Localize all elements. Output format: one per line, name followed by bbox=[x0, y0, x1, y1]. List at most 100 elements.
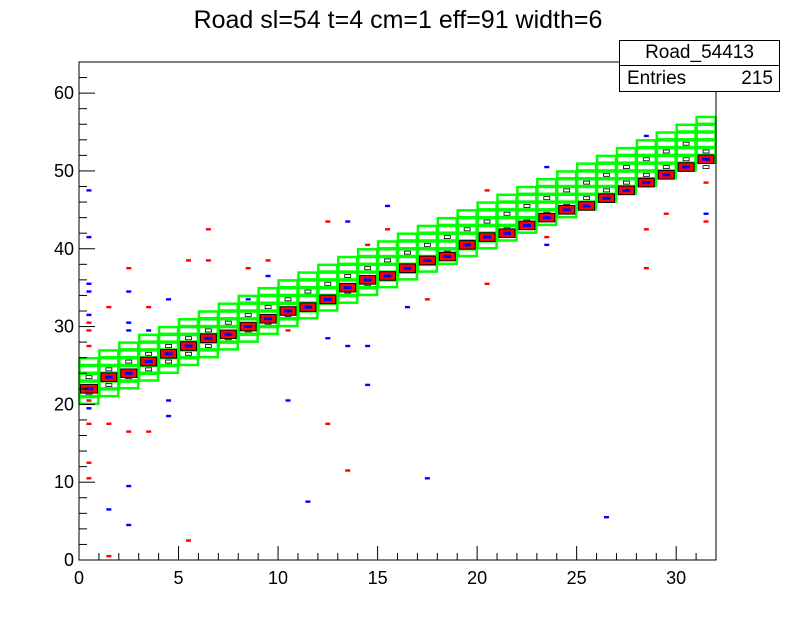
small-marker bbox=[204, 344, 212, 348]
red-point bbox=[205, 259, 211, 262]
small-marker bbox=[364, 266, 372, 271]
small-marker bbox=[224, 320, 232, 325]
road-box bbox=[575, 170, 598, 180]
road-box bbox=[496, 193, 518, 203]
small-marker bbox=[583, 180, 591, 185]
road-box bbox=[376, 248, 399, 258]
road-box bbox=[416, 248, 439, 258]
road-box bbox=[257, 294, 279, 304]
road-box bbox=[277, 279, 299, 289]
red-point bbox=[345, 469, 351, 472]
road-box bbox=[695, 139, 717, 149]
y-tick-label: 20 bbox=[54, 394, 74, 414]
road-box bbox=[675, 131, 697, 141]
road-box bbox=[177, 356, 200, 367]
small-marker bbox=[603, 172, 610, 177]
road-box bbox=[237, 302, 259, 312]
red-point bbox=[544, 235, 550, 239]
core-inner bbox=[622, 188, 631, 192]
small-marker bbox=[523, 204, 531, 208]
road-box bbox=[78, 364, 100, 374]
road-box bbox=[297, 279, 319, 289]
blue-point bbox=[544, 165, 550, 169]
small-marker bbox=[125, 359, 133, 364]
small-marker bbox=[682, 157, 690, 162]
core-inner bbox=[104, 375, 113, 379]
road-box bbox=[635, 146, 658, 157]
road-box bbox=[396, 232, 419, 242]
core-inner bbox=[403, 266, 412, 270]
red-point bbox=[365, 243, 371, 247]
blue-point bbox=[86, 313, 92, 317]
small-marker bbox=[503, 211, 511, 216]
blue-point bbox=[245, 298, 251, 301]
road-box bbox=[217, 341, 239, 351]
small-marker bbox=[165, 344, 172, 348]
small-marker bbox=[682, 141, 690, 146]
road-box bbox=[556, 170, 578, 180]
x-tick-label: 15 bbox=[368, 568, 388, 588]
red-point bbox=[146, 305, 152, 309]
core-inner bbox=[483, 235, 492, 239]
blue-point bbox=[325, 337, 331, 340]
red-point bbox=[86, 321, 92, 324]
core-inner bbox=[463, 243, 472, 247]
blue-point bbox=[86, 407, 92, 410]
stats-box: Road_54413 Entries 215 bbox=[619, 40, 780, 92]
small-marker bbox=[642, 157, 650, 162]
x-tick-label: 20 bbox=[467, 568, 487, 588]
y-tick-label: 40 bbox=[54, 239, 74, 259]
road-box bbox=[98, 349, 120, 359]
core-inner bbox=[244, 325, 253, 329]
road-box bbox=[496, 216, 518, 227]
road-box bbox=[297, 271, 319, 281]
road-box bbox=[595, 162, 618, 172]
road-box bbox=[237, 333, 259, 343]
road-box bbox=[595, 154, 618, 164]
small-marker bbox=[165, 359, 172, 364]
road-box bbox=[137, 341, 160, 351]
small-marker bbox=[443, 235, 451, 239]
chart-title: Road sl=54 t=4 cm=1 eff=91 width=6 bbox=[193, 6, 603, 34]
road-box bbox=[356, 286, 379, 297]
blue-point bbox=[385, 204, 391, 208]
core-inner bbox=[682, 165, 691, 169]
blue-point bbox=[305, 500, 311, 503]
blue-point bbox=[86, 282, 92, 285]
road-box bbox=[575, 185, 598, 196]
small-marker bbox=[423, 242, 431, 247]
red-point bbox=[245, 267, 251, 270]
blue-point bbox=[365, 383, 371, 387]
red-point bbox=[86, 477, 92, 480]
red-point bbox=[185, 539, 191, 542]
road-box bbox=[655, 154, 677, 164]
x-tick-label: 5 bbox=[174, 568, 184, 588]
road-box bbox=[297, 310, 319, 320]
blue-point bbox=[265, 274, 271, 278]
red-point bbox=[86, 344, 92, 348]
small-marker bbox=[384, 258, 391, 263]
small-marker bbox=[185, 351, 192, 356]
road-box bbox=[556, 193, 578, 203]
road-box bbox=[436, 224, 458, 234]
red-point bbox=[703, 181, 709, 184]
red-point bbox=[643, 228, 649, 231]
blue-point bbox=[544, 243, 550, 247]
road-box bbox=[217, 302, 239, 312]
red-point bbox=[484, 282, 490, 285]
road-box bbox=[615, 146, 638, 157]
small-marker bbox=[145, 367, 153, 372]
small-marker bbox=[105, 367, 113, 372]
blue-point bbox=[345, 220, 351, 223]
small-marker bbox=[204, 328, 212, 333]
road-box bbox=[98, 356, 120, 367]
blue-point bbox=[166, 298, 172, 301]
road-box bbox=[317, 302, 339, 312]
road-box bbox=[536, 201, 558, 211]
road-box bbox=[317, 271, 339, 281]
road-box bbox=[197, 310, 220, 320]
y-tick-label: 0 bbox=[64, 550, 74, 570]
y-tick-label: 60 bbox=[54, 83, 74, 103]
core-inner bbox=[343, 286, 352, 290]
stats-entries-row: Entries 215 bbox=[620, 66, 779, 91]
